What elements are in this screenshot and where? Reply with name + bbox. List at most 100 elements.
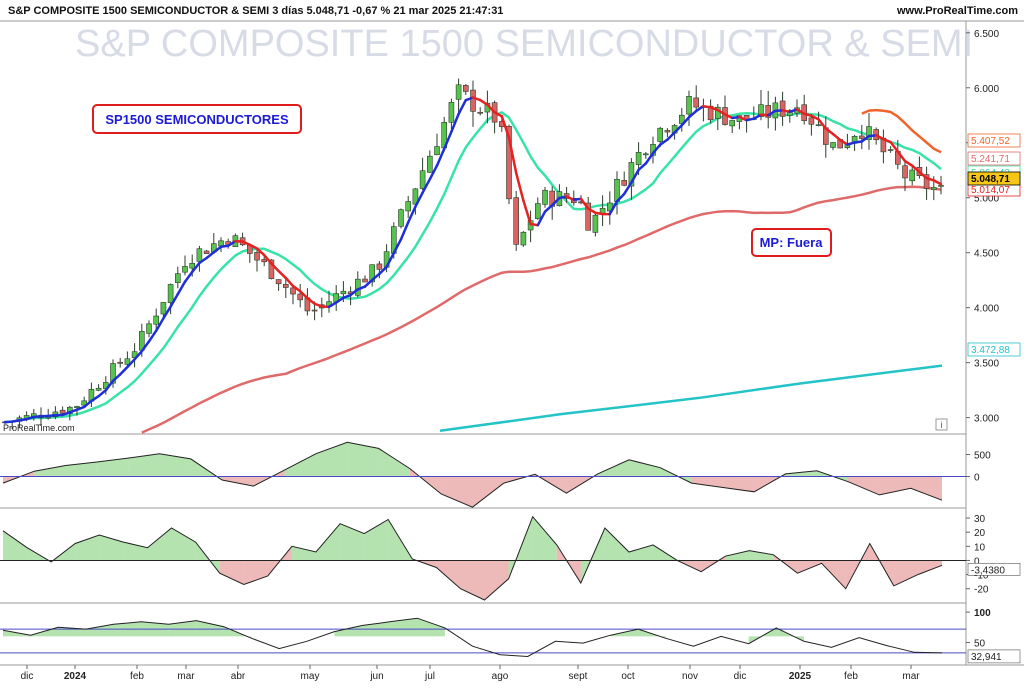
x-tick-label: oct bbox=[621, 671, 635, 682]
ma-value-label: 3.472,88 bbox=[971, 345, 1010, 356]
x-tick-label: jun bbox=[369, 671, 383, 682]
candle-body bbox=[694, 98, 699, 107]
osc-tick-label: 20 bbox=[974, 528, 986, 539]
short-ma-line bbox=[5, 97, 941, 422]
candle-body bbox=[399, 210, 404, 227]
oscillator-fill bbox=[749, 551, 773, 561]
oscillator-fill bbox=[848, 476, 879, 494]
y-tick-label: 4.000 bbox=[974, 304, 999, 315]
candle-body bbox=[312, 310, 317, 311]
x-tick-label: feb bbox=[844, 671, 858, 682]
osc2-last-label: -3,4380 bbox=[971, 565, 1005, 576]
ma-short-segment bbox=[459, 100, 466, 114]
candle-body bbox=[535, 204, 540, 219]
x-tick-label: sept bbox=[569, 671, 588, 682]
candle-body bbox=[931, 187, 936, 189]
candle-body bbox=[60, 410, 65, 413]
candle-body bbox=[147, 324, 152, 334]
candle-body bbox=[96, 388, 101, 390]
ma-medium-line bbox=[5, 112, 941, 422]
candle-body bbox=[363, 279, 368, 282]
ma-short-segment bbox=[516, 173, 523, 201]
x-tick-label: dic bbox=[21, 671, 34, 682]
oscillator-fill bbox=[473, 476, 504, 507]
oscillator-fill bbox=[316, 442, 347, 476]
annotation-text-1: SP1500 SEMICONDUCTORES bbox=[105, 112, 289, 127]
ma-short-segment bbox=[523, 201, 530, 224]
candle-body bbox=[75, 406, 80, 407]
candle-body bbox=[183, 266, 188, 272]
candle-body bbox=[219, 241, 224, 246]
candle-body bbox=[939, 185, 944, 186]
oscillator-fill bbox=[340, 524, 364, 561]
x-tick-label: abr bbox=[231, 671, 246, 682]
oscillator-1-panel: 500 0 bbox=[0, 442, 991, 507]
candle-body bbox=[420, 171, 425, 189]
candle-body bbox=[341, 291, 346, 294]
oscillator-fill bbox=[364, 519, 388, 560]
x-tick-label: dic bbox=[734, 671, 747, 682]
ma-short-segment bbox=[185, 272, 192, 282]
candle-body bbox=[831, 142, 836, 147]
ma-short-segment bbox=[279, 271, 286, 278]
osc-tick-label: 0 bbox=[974, 472, 980, 483]
y-tick-label: 6.500 bbox=[974, 29, 999, 40]
osc3-tick-label: 100 bbox=[974, 608, 991, 619]
annotation-text-2: MP: Fuera bbox=[760, 235, 824, 250]
candle-body bbox=[118, 362, 123, 363]
last-price-label: 5.048,71 bbox=[971, 174, 1010, 185]
oscillator-fill bbox=[97, 458, 128, 476]
osc-tick-label: 500 bbox=[974, 451, 991, 462]
moving-averages bbox=[5, 110, 942, 433]
candle-body bbox=[816, 125, 821, 126]
candle-body bbox=[687, 96, 692, 114]
oscillator-fill bbox=[285, 454, 316, 477]
y-tick-label: 3.000 bbox=[974, 414, 999, 425]
oscillator-fill bbox=[911, 476, 942, 500]
ma-short-segment bbox=[833, 134, 840, 140]
chart-watermark: S&P COMPOSITE 1500 SEMICONDUCTOR & SEMI bbox=[75, 23, 973, 65]
candle-body bbox=[298, 294, 303, 300]
oscillator-fill bbox=[533, 517, 557, 561]
osc-tick-label: 10 bbox=[974, 542, 986, 553]
candle-body bbox=[514, 198, 519, 245]
ma-short-segment bbox=[120, 367, 127, 374]
x-tick-label: 2025 bbox=[789, 671, 812, 682]
website-label[interactable]: www.ProRealTime.com bbox=[896, 5, 1018, 17]
candle-body bbox=[255, 252, 260, 260]
ma-very-long-line bbox=[440, 366, 942, 431]
osc3-tick-label: 50 bbox=[974, 639, 986, 650]
y-tick-label: 3.500 bbox=[974, 359, 999, 370]
oscillator-fill bbox=[244, 560, 268, 584]
ma-short-segment bbox=[667, 133, 674, 140]
x-tick-label: nov bbox=[682, 671, 698, 682]
ma-short-segment bbox=[905, 161, 912, 166]
x-tick-label: mar bbox=[177, 671, 195, 682]
oscillator-fill bbox=[379, 448, 410, 476]
ma-value-label: 5.407,52 bbox=[971, 136, 1010, 147]
x-tick-label: may bbox=[301, 671, 320, 682]
ma-short-segment bbox=[545, 205, 552, 211]
candle-body bbox=[427, 156, 432, 172]
candle-body bbox=[168, 284, 173, 302]
x-tick-label: jul bbox=[424, 671, 435, 682]
candle-body bbox=[276, 280, 281, 284]
value-labels: 5.407,525.241,715.064,435.014,075.048,71… bbox=[968, 134, 1020, 356]
candle-body bbox=[204, 251, 209, 254]
osc-tick-label: -20 bbox=[974, 585, 989, 596]
ma-short-segment bbox=[178, 282, 185, 294]
x-tick-label: ago bbox=[492, 671, 509, 682]
candle-body bbox=[658, 128, 663, 141]
candle-body bbox=[903, 166, 908, 178]
candle-body bbox=[435, 147, 440, 155]
ma-short-segment bbox=[99, 390, 106, 396]
ma-short-segment bbox=[819, 119, 826, 128]
candle-body bbox=[406, 202, 411, 211]
oscillator-fill bbox=[160, 454, 191, 477]
candle-body bbox=[780, 101, 785, 116]
candle-body bbox=[910, 170, 915, 181]
